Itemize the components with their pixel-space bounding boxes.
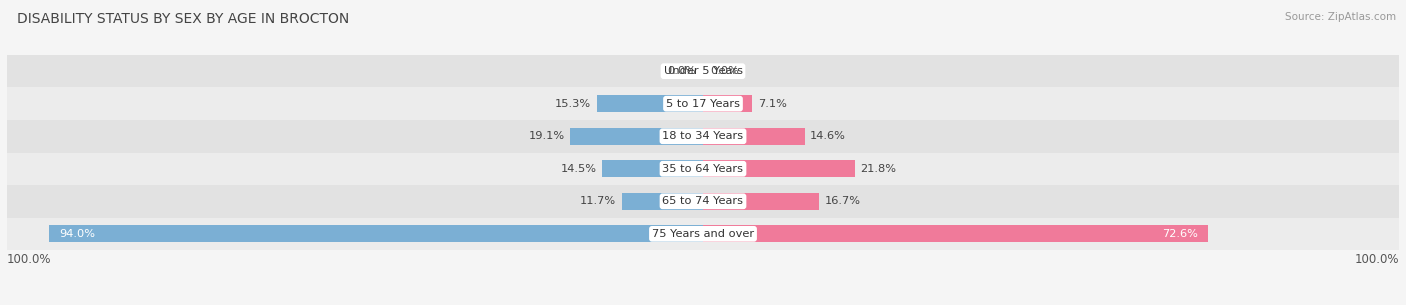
Bar <box>703 225 1208 242</box>
Bar <box>703 95 752 112</box>
Text: 18 to 34 Years: 18 to 34 Years <box>662 131 744 141</box>
Text: 15.3%: 15.3% <box>555 99 591 109</box>
Text: 11.7%: 11.7% <box>579 196 616 206</box>
Text: 0.0%: 0.0% <box>668 66 696 76</box>
Bar <box>7 185 1399 217</box>
Text: 21.8%: 21.8% <box>860 164 896 174</box>
Text: 94.0%: 94.0% <box>59 229 96 239</box>
Text: 72.6%: 72.6% <box>1161 229 1198 239</box>
Text: 65 to 74 Years: 65 to 74 Years <box>662 196 744 206</box>
Text: 100.0%: 100.0% <box>7 253 52 266</box>
Text: Source: ZipAtlas.com: Source: ZipAtlas.com <box>1285 12 1396 22</box>
Bar <box>703 160 855 177</box>
Text: 7.1%: 7.1% <box>758 99 787 109</box>
Bar <box>602 160 703 177</box>
Text: 16.7%: 16.7% <box>825 196 860 206</box>
Bar <box>7 217 1399 250</box>
Text: 75 Years and over: 75 Years and over <box>652 229 754 239</box>
Bar <box>7 152 1399 185</box>
Bar <box>569 128 703 145</box>
Bar <box>621 193 703 210</box>
Bar <box>7 120 1399 152</box>
Bar <box>7 55 1399 88</box>
Text: Under 5 Years: Under 5 Years <box>664 66 742 76</box>
Text: 5 to 17 Years: 5 to 17 Years <box>666 99 740 109</box>
Text: 35 to 64 Years: 35 to 64 Years <box>662 164 744 174</box>
Text: DISABILITY STATUS BY SEX BY AGE IN BROCTON: DISABILITY STATUS BY SEX BY AGE IN BROCT… <box>17 12 349 26</box>
Text: 14.5%: 14.5% <box>561 164 596 174</box>
Text: 0.0%: 0.0% <box>710 66 738 76</box>
Bar <box>703 193 820 210</box>
Bar <box>7 88 1399 120</box>
Text: 100.0%: 100.0% <box>1354 253 1399 266</box>
Bar <box>703 128 804 145</box>
Text: 19.1%: 19.1% <box>529 131 564 141</box>
Bar <box>49 225 703 242</box>
Bar <box>596 95 703 112</box>
Text: 14.6%: 14.6% <box>810 131 846 141</box>
